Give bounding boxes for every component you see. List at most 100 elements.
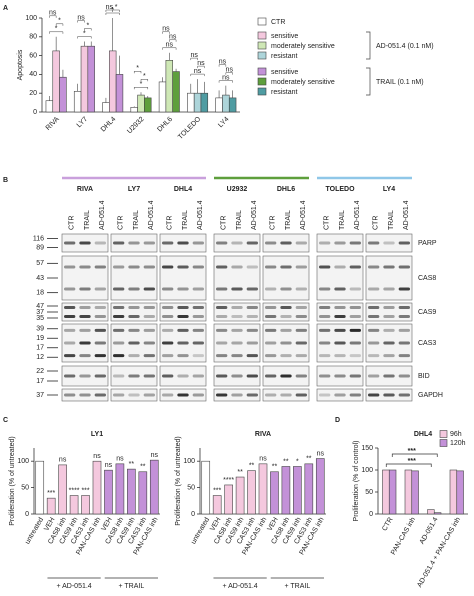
- protein-label: CAS9: [418, 309, 436, 316]
- blot-band: [231, 265, 243, 269]
- blot-band: [368, 393, 380, 397]
- bar: [172, 71, 180, 113]
- blot-frame: [316, 388, 364, 402]
- protein-label: PARP: [418, 240, 437, 247]
- blot-band: [349, 354, 361, 358]
- blot-frame: [61, 302, 109, 322]
- significance-label: ns: [106, 4, 114, 11]
- significance-bracket: [55, 23, 64, 26]
- lane-label: CTR: [167, 216, 174, 230]
- significance-label: ns: [194, 68, 202, 75]
- significance-label: *: [55, 26, 58, 33]
- blot-band: [64, 241, 76, 245]
- y-tick-label: 50: [187, 484, 195, 491]
- mw-marker: 47: [36, 303, 44, 310]
- y-axis-label: Apoptosis: [17, 49, 24, 80]
- blot-band: [79, 241, 91, 245]
- blot-band: [192, 393, 204, 397]
- significance-label: **: [129, 461, 135, 468]
- significance-label: **: [306, 456, 312, 463]
- blot-band: [64, 265, 76, 269]
- y-tick-label: 20: [29, 90, 37, 97]
- legend-swatch: [257, 31, 267, 40]
- significance-bracket: [49, 15, 57, 18]
- x-tick-label: U2932: [126, 116, 146, 136]
- blot-band: [128, 393, 140, 397]
- blot-band: [192, 241, 204, 245]
- blot-band: [177, 354, 189, 358]
- blot-band: [216, 354, 228, 358]
- blot-band: [231, 354, 243, 358]
- blot-band: [319, 341, 331, 345]
- blot-frame: [365, 255, 413, 301]
- y-tick-label: 0: [33, 109, 37, 116]
- blot-band: [319, 306, 331, 309]
- x-tick-label: DHL6: [156, 116, 174, 134]
- blot-band: [177, 287, 189, 291]
- blot-band: [319, 241, 331, 245]
- blot-band: [280, 328, 292, 332]
- blot-band: [113, 306, 125, 309]
- y-tick-label: 80: [29, 34, 37, 41]
- blot-band: [64, 354, 76, 358]
- blot-band: [246, 287, 258, 291]
- blot-frame: [110, 255, 158, 301]
- bar: [52, 50, 60, 113]
- legend-bracket: [366, 31, 371, 60]
- blot-band: [216, 393, 228, 397]
- bar: [73, 91, 82, 113]
- blot-band: [143, 341, 155, 345]
- blot-band: [319, 265, 331, 269]
- bar: [212, 495, 222, 515]
- blot-band: [128, 265, 140, 269]
- x-tick-label: untreated: [190, 516, 211, 545]
- blot-band: [162, 374, 174, 378]
- blot-band: [192, 354, 204, 358]
- significance-label: ****: [223, 477, 234, 484]
- mw-marker: 39: [36, 326, 44, 333]
- y-tick-label: 50: [365, 489, 373, 496]
- significance-bracket: [190, 57, 198, 61]
- legend-label: resistant: [271, 53, 298, 60]
- bar: [58, 464, 67, 515]
- blot-frame: [365, 233, 413, 253]
- chart-title: RIVA: [255, 431, 271, 438]
- blot-band: [295, 241, 307, 245]
- blot-band: [64, 341, 76, 345]
- blot-band: [246, 354, 258, 358]
- blot-band: [231, 393, 243, 397]
- lane-label: AD-051.4: [99, 200, 106, 230]
- blot-frame: [110, 233, 158, 253]
- bar: [59, 76, 67, 113]
- blot-band: [368, 265, 380, 269]
- blot-band: [231, 306, 243, 309]
- mw-marker: 17: [36, 378, 44, 385]
- significance-label: **: [283, 458, 289, 465]
- legend-label: moderately sensitive: [271, 43, 335, 50]
- blot-band: [295, 393, 307, 397]
- blot-band: [79, 328, 91, 332]
- blot-band: [368, 306, 380, 309]
- blot-frame: [262, 255, 310, 301]
- mw-marker: 12: [36, 354, 44, 361]
- blot-band: [192, 306, 204, 309]
- significance-label: ***: [213, 487, 221, 494]
- blot-band: [383, 393, 395, 397]
- blot-band: [368, 287, 380, 291]
- bar: [427, 509, 435, 515]
- blot-band: [143, 265, 155, 269]
- significance-label: ***: [408, 458, 416, 465]
- blot-band: [398, 315, 410, 318]
- blot-band: [162, 341, 174, 345]
- significance-label: **: [272, 464, 278, 471]
- blot-band: [334, 315, 346, 318]
- mw-marker: 116: [33, 235, 44, 242]
- legend-swatch: [257, 17, 267, 26]
- y-tick-label: 50: [21, 484, 29, 491]
- blot-band: [280, 341, 292, 345]
- blot-band: [246, 374, 258, 378]
- blot-band: [113, 374, 125, 378]
- blot-band: [64, 306, 76, 309]
- blot-band: [162, 393, 174, 397]
- significance-bracket: [133, 71, 142, 74]
